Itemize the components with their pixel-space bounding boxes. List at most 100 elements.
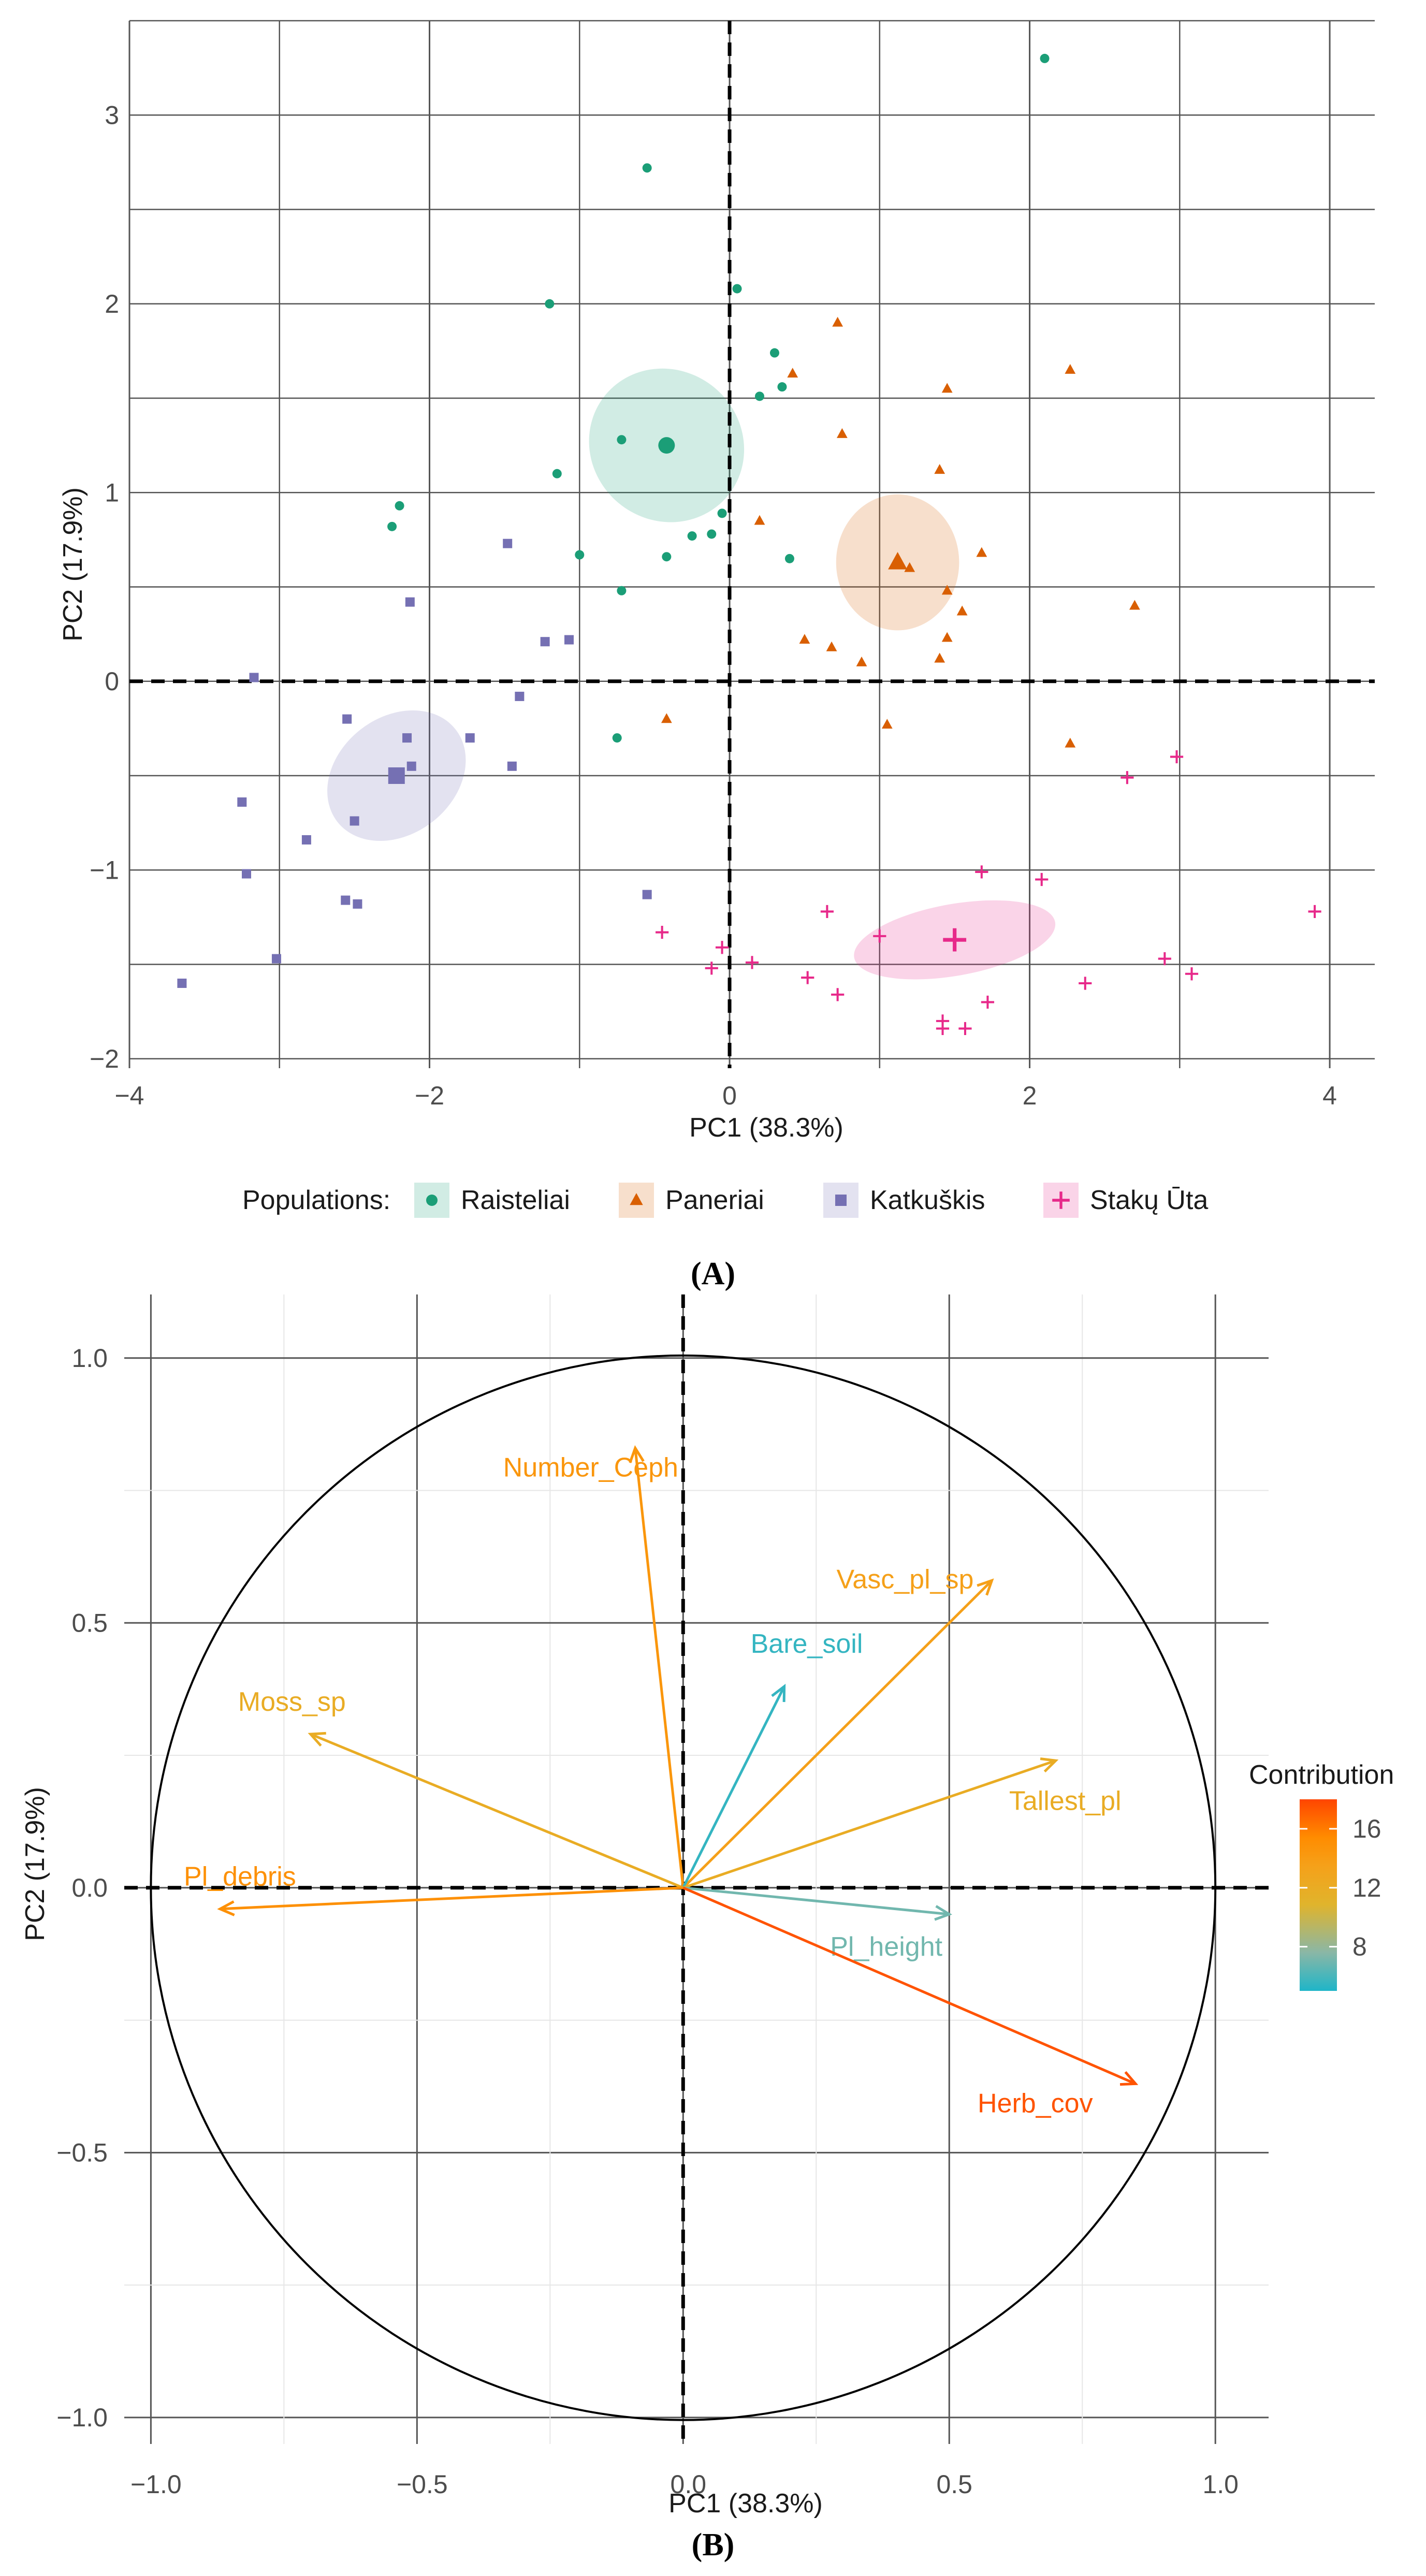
centroid-2 — [388, 767, 405, 784]
arrow-vasc-pl-sp — [682, 1579, 993, 1889]
legend-label-3: Stakų Ūta — [1090, 1185, 1208, 1215]
y-tick-label: −1.0 — [56, 2403, 108, 2432]
data-point-3 — [1158, 952, 1171, 966]
arrow-label-3: Moss_sp — [238, 1687, 346, 1717]
centroid-0 — [658, 437, 675, 454]
x-tick-label: 0.0 — [671, 2470, 707, 2499]
data-point-1 — [856, 656, 867, 666]
data-point-2 — [465, 733, 475, 743]
y-tick-label: 1.0 — [71, 1344, 108, 1373]
data-point-0 — [617, 586, 627, 595]
panel-a-ylabel: PC2 (17.9%) — [58, 487, 88, 642]
data-point-2 — [301, 835, 311, 845]
data-point-1 — [754, 515, 765, 525]
arrowhead-3 — [308, 1731, 326, 1747]
arrowhead-4 — [1040, 1757, 1059, 1773]
data-point-0 — [687, 531, 697, 541]
panel-a-tick-labels: −4 −2 0 2 4 −2 −1 0 1 2 3 — [90, 100, 1337, 1110]
legend-label-1: Paneriai — [665, 1185, 764, 1215]
x-tick-label: 0 — [722, 1081, 737, 1110]
data-point-1 — [836, 428, 848, 438]
data-point-2 — [515, 691, 525, 701]
data-point-3 — [1035, 872, 1049, 886]
data-point-0 — [707, 529, 717, 539]
arrow-label-4: Tallest_pl — [1009, 1786, 1122, 1816]
panel-b-arrows: Number_Ceph Vasc_pl_sp Bare_soil Moss_sp Tal… — [184, 1445, 1139, 2118]
legend-marker-2 — [835, 1195, 847, 1206]
arrow-herb-cov — [682, 1886, 1137, 2085]
legend-items: Raisteliai Paneriai Katkuškis Stakų Ūta — [414, 1183, 1208, 1218]
legend-label-0: Raisteliai — [461, 1185, 570, 1215]
arrow-label-1: Vasc_pl_sp — [836, 1564, 973, 1594]
data-point-2 — [642, 890, 652, 899]
y-tick-label: 0 — [105, 667, 119, 696]
y-tick-label: 2 — [105, 289, 119, 318]
data-point-0 — [732, 284, 742, 294]
x-tick-label: −2 — [415, 1081, 444, 1110]
colorbar-ticks: 8 12 16 — [1300, 1814, 1381, 1961]
data-point-1 — [941, 585, 953, 595]
data-point-1 — [826, 641, 837, 651]
data-point-1 — [1129, 600, 1140, 610]
legend-label-2: Katkuškis — [870, 1185, 985, 1215]
data-point-0 — [642, 163, 652, 173]
centroid-3 — [943, 928, 967, 952]
panel-b-zero-lines — [124, 1294, 1269, 2444]
arrowhead-1 — [977, 1578, 994, 1596]
arrow-pl-debris — [220, 1886, 683, 1911]
arrowhead-5 — [217, 1900, 235, 1916]
data-point-1 — [1065, 363, 1076, 374]
data-point-1 — [832, 316, 843, 327]
data-point-0 — [662, 552, 672, 562]
panel-b-label: (B) — [692, 2527, 735, 2563]
panel-a-zero-lines — [129, 21, 1375, 1068]
data-point-2 — [271, 954, 281, 964]
data-point-2 — [402, 733, 412, 743]
arrowhead-6 — [934, 1905, 952, 1921]
data-point-3 — [820, 905, 834, 919]
data-point-3 — [1170, 750, 1184, 764]
data-point-3 — [1185, 967, 1199, 981]
panel-b-ylabel: PC2 (17.9%) — [20, 1787, 50, 1941]
panel-a-points — [177, 53, 1321, 1036]
contribution-legend-title: Contribution — [1249, 1760, 1394, 1790]
data-point-2 — [564, 635, 574, 645]
data-point-0 — [1040, 53, 1050, 63]
data-point-0 — [575, 550, 585, 560]
arrow-label-5: Pl_debris — [184, 1862, 296, 1892]
arrowhead-2 — [771, 1683, 786, 1702]
arrow-label-2: Bare_soil — [751, 1629, 863, 1659]
data-point-0 — [769, 348, 779, 358]
arrow-moss-sp — [310, 1733, 684, 1889]
data-point-1 — [934, 464, 945, 474]
data-point-2 — [503, 539, 513, 548]
arrow-number-ceph — [634, 1448, 685, 1888]
x-tick-label: −4 — [114, 1081, 144, 1110]
y-tick-label: −0.5 — [56, 2138, 108, 2167]
data-point-0 — [612, 733, 622, 743]
arrow-bare-soil — [682, 1685, 785, 1888]
x-tick-label: −0.5 — [397, 2470, 448, 2499]
data-point-0 — [545, 299, 555, 309]
colorbar-tick-label: 16 — [1352, 1814, 1381, 1843]
colorbar-tick-label: 8 — [1352, 1932, 1367, 1961]
data-point-3 — [873, 929, 886, 943]
data-point-2 — [507, 761, 517, 771]
data-point-3 — [1079, 977, 1092, 990]
data-point-3 — [981, 995, 995, 1009]
y-tick-label: 1 — [105, 478, 119, 507]
data-point-3 — [831, 988, 845, 1001]
panel-b-tick-labels: −1.0 −0.5 0.0 0.5 1.0 −1.0 −0.5 0.0 0.5 1.0 — [56, 1344, 1239, 2499]
y-tick-label: −1 — [90, 855, 119, 884]
x-tick-label: −1.0 — [130, 2470, 182, 2499]
data-point-1 — [881, 719, 893, 729]
data-point-2 — [342, 714, 352, 724]
data-point-2 — [237, 797, 247, 807]
y-tick-label: 3 — [105, 100, 119, 129]
contribution-colorbar — [1300, 1799, 1337, 1991]
data-point-3 — [745, 956, 759, 969]
data-point-3 — [656, 925, 669, 939]
data-point-0 — [552, 469, 562, 478]
data-point-3 — [1121, 771, 1134, 784]
data-point-2 — [249, 673, 259, 682]
